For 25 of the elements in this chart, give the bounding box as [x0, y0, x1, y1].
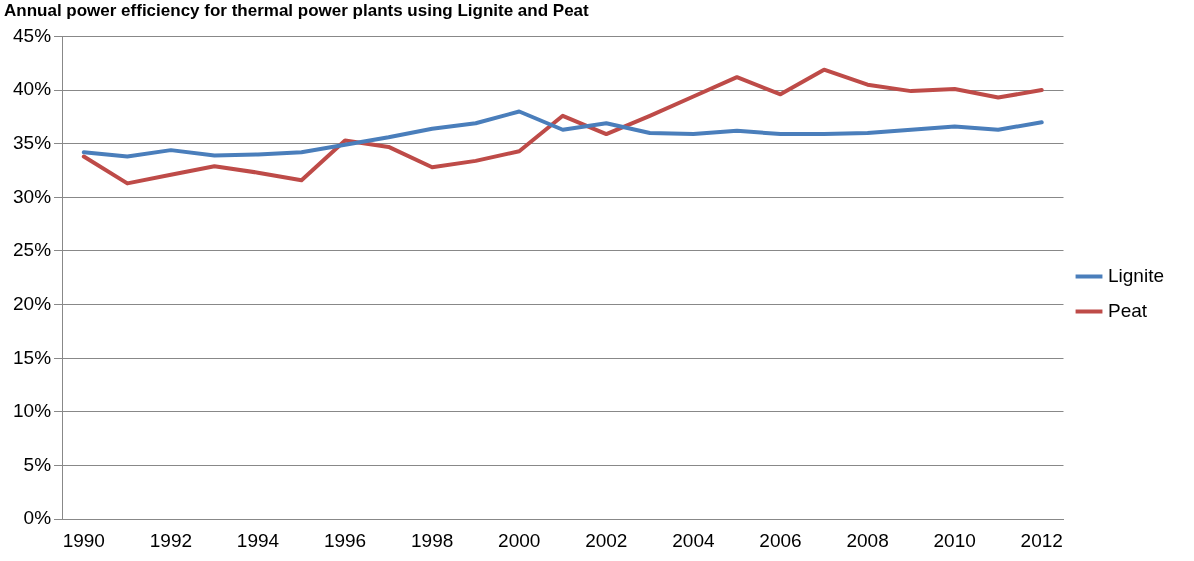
y-tick-label: 35%	[13, 131, 52, 153]
x-tick-label: 1992	[149, 529, 193, 551]
x-tick-label: 1996	[323, 529, 367, 551]
legend-label: Peat	[1108, 299, 1148, 321]
x-tick-label: 2008	[846, 529, 889, 551]
x-tick-label: 2012	[1020, 529, 1063, 551]
y-tick-label: 15%	[13, 346, 52, 368]
x-tick-label: 1990	[62, 529, 105, 551]
y-tick-label: 10%	[13, 400, 52, 422]
x-tick-label: 2004	[672, 529, 715, 551]
y-tick-label: 25%	[13, 239, 52, 261]
y-tick-label: 20%	[13, 292, 52, 314]
x-tick-label: 2006	[759, 529, 802, 551]
y-tick-label: 5%	[23, 453, 52, 475]
y-tick-label: 45%	[13, 24, 52, 46]
y-tick-label: 30%	[13, 185, 52, 207]
x-tick-label: 2002	[585, 529, 628, 551]
y-tick-label: 0%	[23, 507, 52, 529]
x-tick-label: 2000	[498, 529, 541, 551]
chart-title: Annual power efficiency for thermal power plants using Lignite and Peat	[3, 0, 590, 22]
x-tick-label: 1998	[411, 529, 454, 551]
legend-label: Lignite	[1108, 264, 1165, 286]
x-tick-label: 1994	[236, 529, 280, 551]
x-tick-label: 2010	[933, 529, 976, 551]
y-tick-label: 40%	[13, 78, 52, 100]
